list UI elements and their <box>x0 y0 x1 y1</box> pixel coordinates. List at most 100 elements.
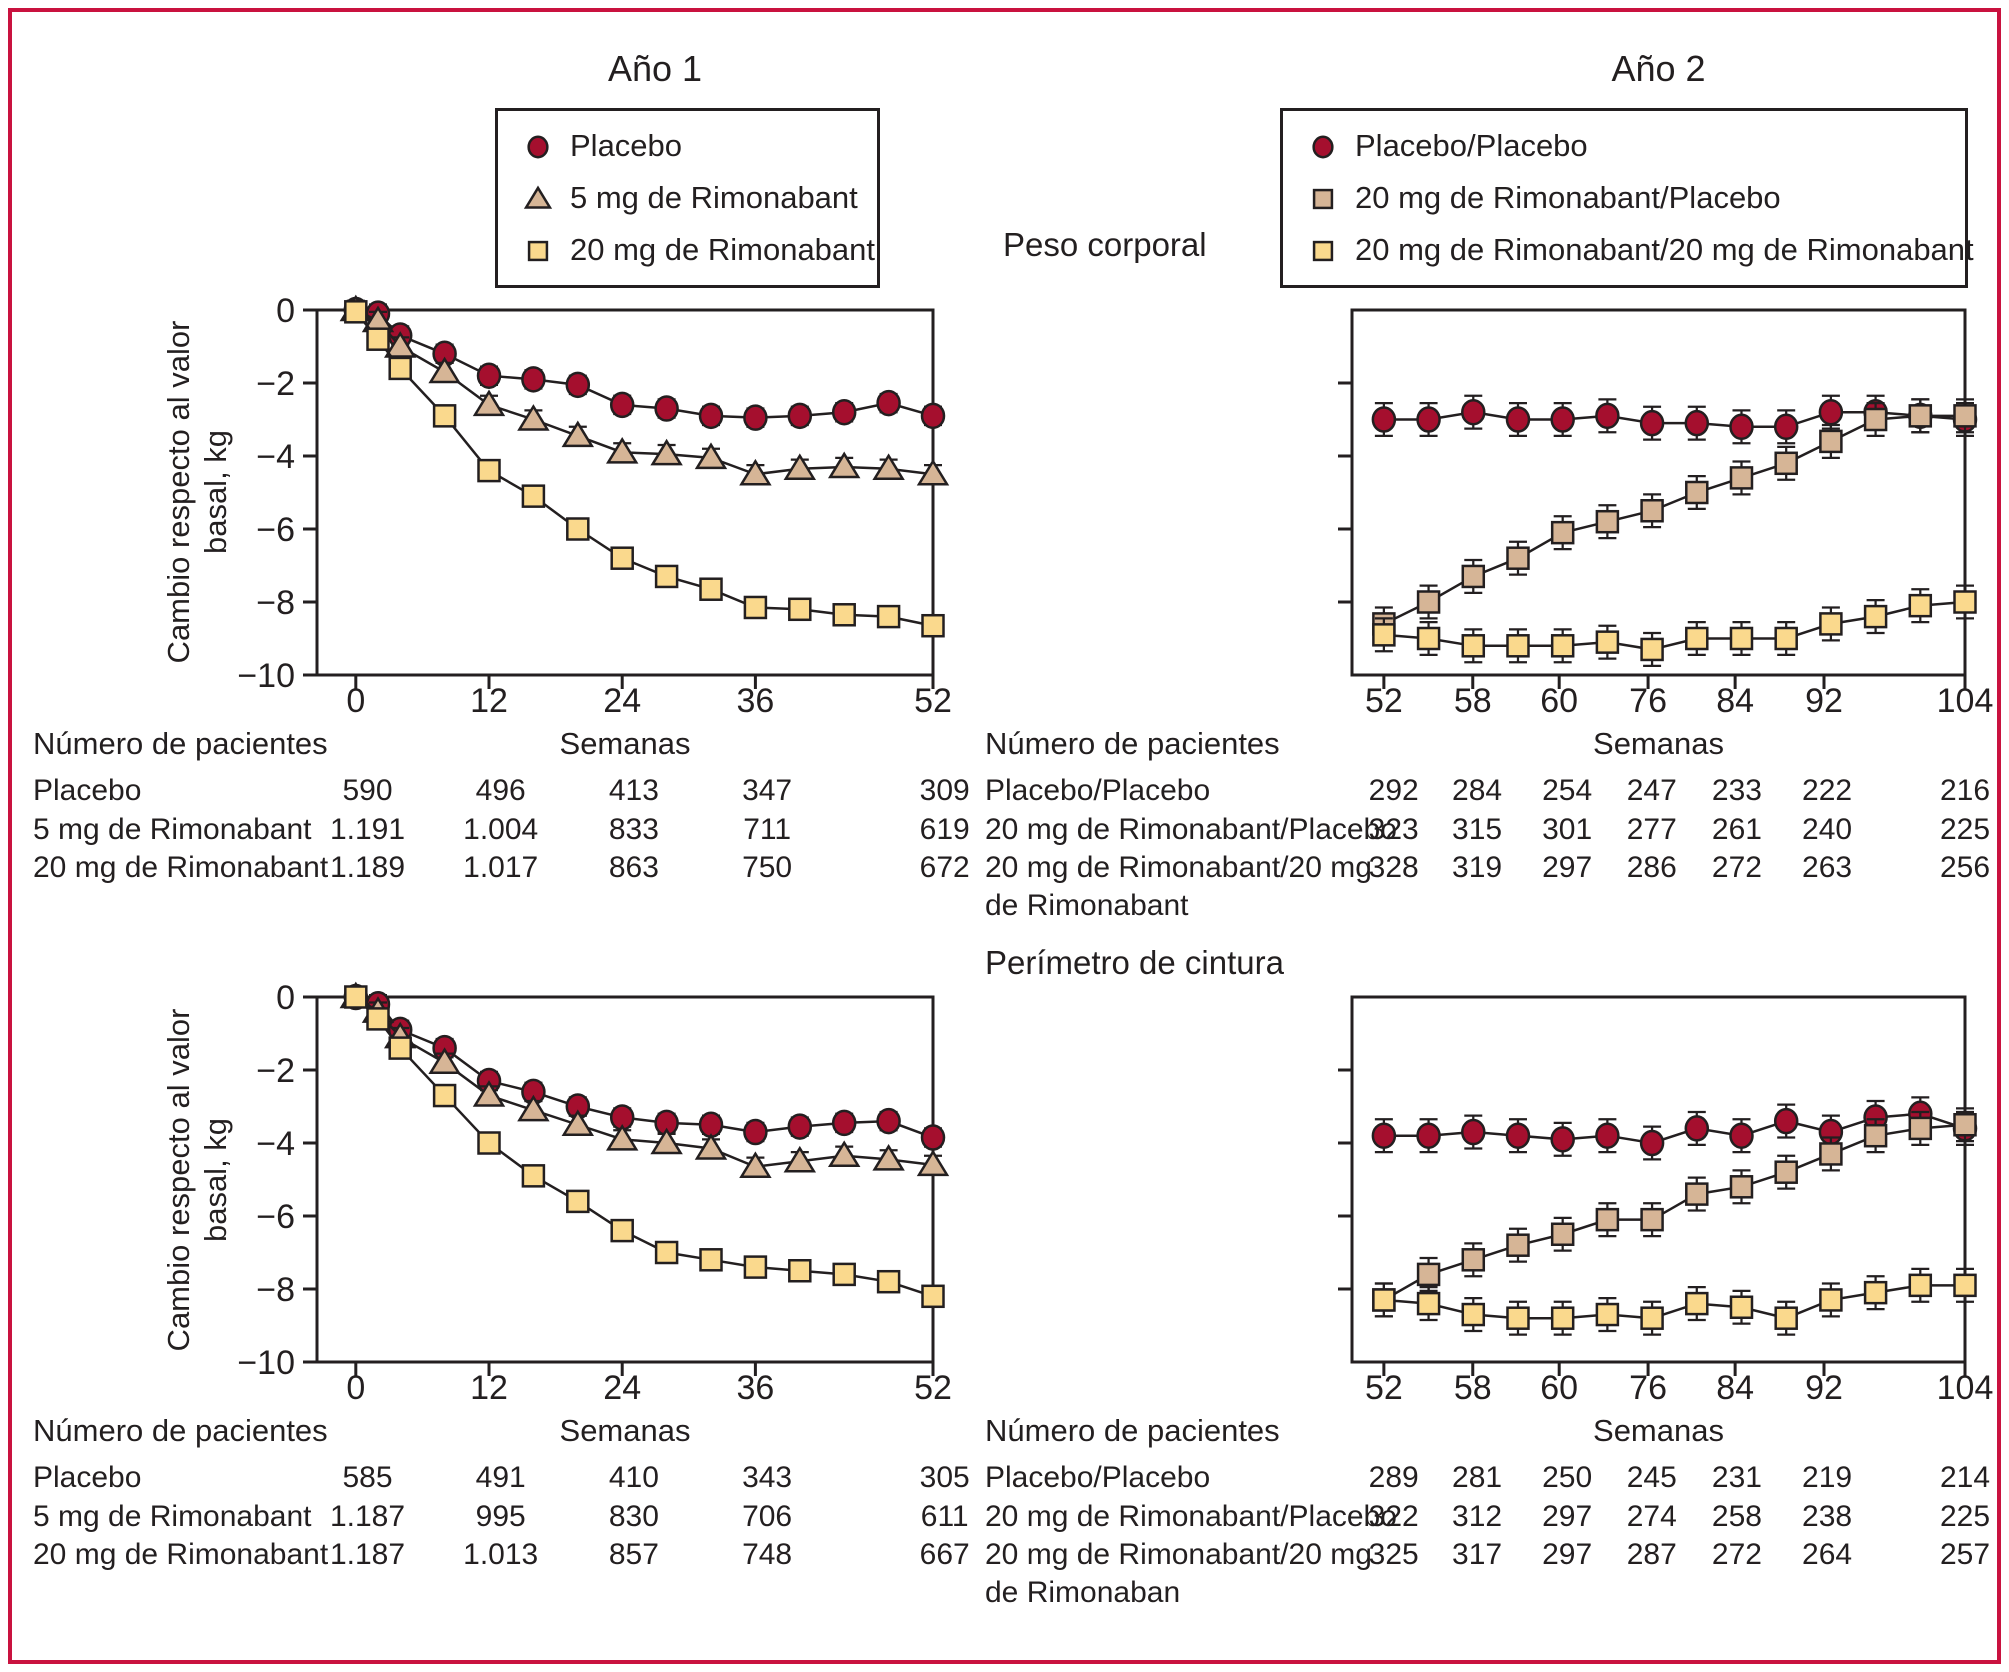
series-5 mg de Rimonabant <box>339 294 950 486</box>
patients-count: 219 <box>1802 1461 1852 1494</box>
section-label-peso-corporal: Peso corporal <box>1003 226 1207 263</box>
patients-count: 286 <box>1627 851 1677 884</box>
x-tick-label: 58 <box>1454 1369 1492 1407</box>
patients-count: 1.017 <box>463 851 538 884</box>
patients-count: 323 <box>1369 813 1419 846</box>
x-tick-label: 58 <box>1454 682 1492 720</box>
patients-count: 343 <box>742 1461 792 1494</box>
legend-label: 20 mg de Rimonabant/Placebo <box>1355 180 1781 215</box>
legend-marker-square <box>1312 188 1334 210</box>
legend-item-20mg-placebo: 20 mg de Rimonabant/Placebo <box>1305 180 1965 216</box>
patients-count: 413 <box>609 774 659 807</box>
patients-count: 317 <box>1452 1538 1502 1571</box>
series-20 mg de Rimonabant/Placebo <box>1372 1107 1977 1318</box>
patients-count: 995 <box>476 1500 526 1533</box>
x-axis-label: Semanas <box>1593 726 1724 761</box>
x-tick-label: 0 <box>346 682 365 720</box>
patients-count: 706 <box>742 1500 792 1533</box>
chart-cintura-ano2: 52 58 60 76 84 92 104 Semanas Número de paciente… <box>985 995 1993 1609</box>
rimonabant20-marker-icon <box>520 235 556 265</box>
patients-count: 254 <box>1542 774 1592 807</box>
patients-count: 272 <box>1712 1538 1762 1571</box>
patients-count: 238 <box>1802 1500 1852 1533</box>
patients-count: 863 <box>609 851 659 884</box>
x-tick-label: 60 <box>1540 682 1578 720</box>
patients-row-label: 20 mg de Rimonabant <box>33 851 329 884</box>
patients-count: 297 <box>1542 1500 1592 1533</box>
y-tick-label: −8 <box>256 1271 295 1309</box>
patients-count: 1.191 <box>330 813 405 846</box>
legend-marker-circle <box>527 135 549 159</box>
patients-count: 245 <box>1627 1461 1677 1494</box>
rimonabant5-marker-icon <box>520 183 556 213</box>
patients-count: 292 <box>1369 774 1419 807</box>
patients-row-label: Placebo <box>33 1461 141 1494</box>
x-tick-label: 60 <box>1540 1369 1578 1407</box>
patients-count: 261 <box>1712 813 1762 846</box>
y-tick-label: −4 <box>256 1125 295 1163</box>
x-tick-label: 12 <box>470 682 508 720</box>
patients-count: 297 <box>1542 1538 1592 1571</box>
patients-count: 309 <box>920 774 970 807</box>
x-tick-label: 24 <box>603 1369 641 1407</box>
chart-cintura-ano1: 0 −2 −4 −6 −8 −10 0 12 24 36 52 Semanas Número de pa… <box>33 979 970 1571</box>
chart-title-ano2: Año 2 <box>1611 48 1706 89</box>
patients-count: 711 <box>743 813 791 846</box>
patients-count: 225 <box>1940 1500 1990 1533</box>
x-tick-label: 52 <box>914 1369 952 1407</box>
y-tick-label: −6 <box>256 511 295 549</box>
x-tick-label: 52 <box>1365 1369 1403 1407</box>
patients-row-label: 5 mg de Rimonabant <box>33 1500 312 1533</box>
x-tick-label: 0 <box>346 1369 365 1407</box>
patients-count: 410 <box>609 1461 659 1494</box>
legend-marker-triangle <box>523 185 553 209</box>
patients-count: 347 <box>742 774 792 807</box>
series-20 mg de Rimonabant/20 mg de Rimonabant <box>1372 584 1977 667</box>
x-tick-label: 52 <box>914 682 952 720</box>
x-tick-label: 76 <box>1629 682 1667 720</box>
y-tick-label: −10 <box>237 1344 295 1382</box>
patients-count: 833 <box>609 813 659 846</box>
patients-count: 319 <box>1452 851 1502 884</box>
patients-count: 225 <box>1940 813 1990 846</box>
patients-row-label: Placebo <box>33 774 141 807</box>
chart-peso-ano2: 52 58 60 76 84 92 104 Semanas Número de paciente… <box>985 308 1994 922</box>
x-tick-label: 104 <box>1937 682 1994 720</box>
y-tick-label: −10 <box>237 657 295 695</box>
patients-count: 257 <box>1940 1538 1990 1571</box>
chart-title-ano1: Año 1 <box>607 48 703 89</box>
section-label-perimetro-cintura: Perímetro de cintura <box>985 944 1284 981</box>
patients-count: 287 <box>1627 1538 1677 1571</box>
x-axis-label: Semanas <box>1593 1413 1724 1448</box>
patients-count: 240 <box>1802 813 1852 846</box>
series-20 mg de Rimonabant/Placebo <box>1372 398 1977 642</box>
placebo-marker-icon <box>520 131 556 161</box>
patients-count: 272 <box>1712 851 1762 884</box>
y-tick-label: −4 <box>256 438 295 476</box>
patients-row-label: 20 mg de Rimonabant/Placebo <box>985 1500 1397 1533</box>
legend-marker-circle <box>1312 135 1334 159</box>
patients-row-label: Placebo/Placebo <box>985 1461 1210 1494</box>
legend-ano1: Placebo 5 mg de Rimonabant 20 mg de Rimo… <box>495 108 880 288</box>
x-tick-label: 92 <box>1805 1369 1843 1407</box>
patients-header: Número de pacientes <box>33 1413 328 1448</box>
legend-item-20mg-20mg: 20 mg de Rimonabant/20 mg de Rimonabant <box>1305 232 1974 268</box>
x-tick-label: 12 <box>470 1369 508 1407</box>
patients-header: Número de pacientes <box>33 726 328 761</box>
patients-count: 672 <box>920 851 970 884</box>
legend-label: 5 mg de Rimonabant <box>570 180 858 215</box>
placebo-placebo-marker-icon <box>1305 131 1341 161</box>
patients-count: 328 <box>1369 851 1419 884</box>
legend-item-5mg: 5 mg de Rimonabant <box>520 180 877 216</box>
legend-label: 20 mg de Rimonabant/20 mg de Rimonabant <box>1355 232 1974 267</box>
patients-count: 222 <box>1802 774 1852 807</box>
patients-count: 667 <box>920 1538 970 1571</box>
y-tick-label: −2 <box>256 1052 295 1090</box>
series-20 mg de Rimonabant <box>344 985 945 1309</box>
patients-count: 281 <box>1452 1461 1502 1494</box>
patients-count: 750 <box>742 851 792 884</box>
series-20 mg de Rimonabant/20 mg de Rimonabant <box>1372 1267 1977 1336</box>
x-tick-label: 84 <box>1716 682 1754 720</box>
patients-count: 315 <box>1452 813 1502 846</box>
patients-row-label: 20 mg de Rimonabant/20 mg <box>985 851 1372 884</box>
